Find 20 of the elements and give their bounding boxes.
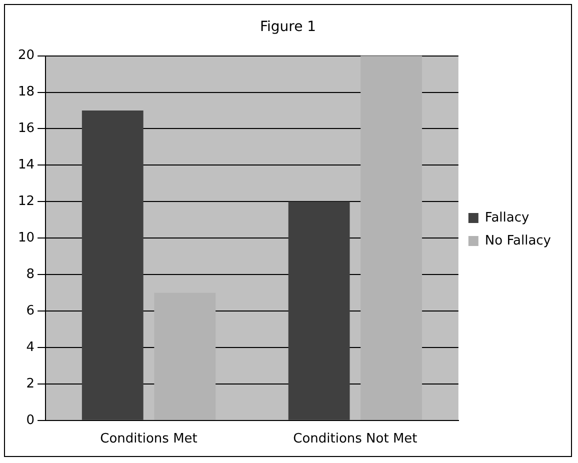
y-tick-label: 14 — [18, 158, 35, 173]
y-tick-label: 6 — [26, 303, 35, 318]
bar — [288, 202, 350, 420]
y-tick-label: 16 — [18, 121, 35, 136]
legend-label: Fallacy — [484, 210, 530, 226]
x-tick-label: Conditions Not Met — [293, 432, 418, 447]
y-tick-label: 0 — [26, 412, 35, 428]
y-tick-label: 12 — [18, 194, 35, 210]
bar — [154, 292, 216, 420]
y-tick-label: 2 — [26, 376, 35, 392]
y-tick-label: 20 — [18, 48, 35, 64]
y-tick-label: 18 — [18, 84, 35, 100]
x-tick-label: Conditions Met — [100, 432, 198, 447]
bar — [82, 110, 144, 420]
bar — [360, 56, 422, 420]
y-tick-label: 4 — [26, 340, 35, 355]
legend-label: No Fallacy — [484, 233, 552, 248]
y-tick-label: 8 — [26, 266, 35, 282]
chart-title: Figure 1 — [260, 19, 316, 36]
y-tick-label: 10 — [18, 230, 35, 246]
